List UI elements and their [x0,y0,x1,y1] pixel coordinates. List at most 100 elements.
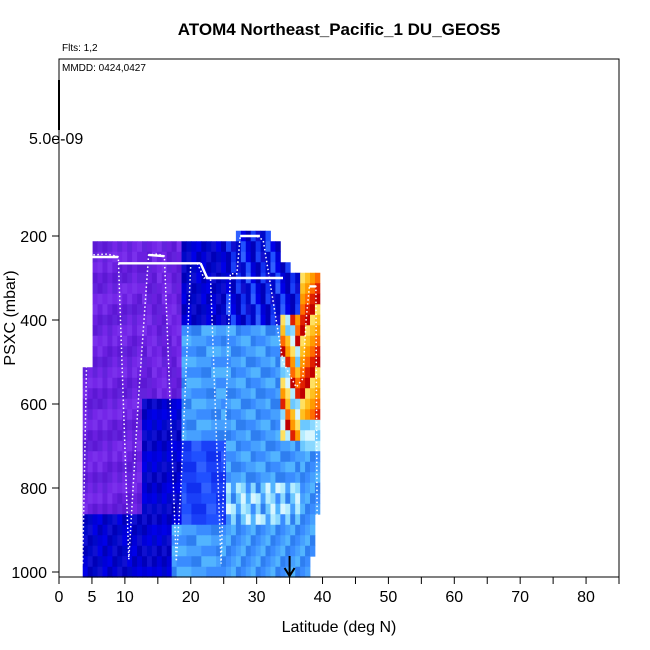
heatmap-cell [92,451,98,463]
heatmap-cell [181,545,187,557]
heatmap-cell [127,262,133,274]
heatmap-cell [201,451,207,463]
heatmap-cell [161,535,168,547]
heatmap-cell [196,325,202,337]
heatmap-cell [275,545,281,557]
heatmap-cell [226,346,232,358]
heatmap-cell [255,419,261,431]
heatmap-cell [142,472,148,484]
heatmap-cell [191,440,197,452]
heatmap-cell [290,451,296,463]
heatmap-cell [300,377,306,389]
heatmap-cell [82,388,89,400]
heatmap-cell [97,325,103,337]
heatmap-cell [206,251,212,263]
heatmap-cell [87,451,93,463]
heatmap-cell [92,535,98,547]
heatmap-cell [176,293,182,305]
heatmap-cell [255,283,261,295]
heatmap-cell [310,535,316,547]
heatmap-cell [146,535,153,547]
heatmap-cell [142,356,148,368]
heatmap-cell [260,514,266,526]
heatmap-cell [290,377,296,389]
heatmap-cell [137,451,143,463]
x-tick-label: 70 [511,589,529,606]
arrow-head [283,567,296,578]
colorbar-max-label: 5.0e-09 [29,131,83,148]
heatmap-cell [176,493,182,505]
heatmap-cell [97,262,103,274]
heatmap-cell [235,398,242,410]
x-tick-label: 80 [577,589,595,606]
heatmap-cell [245,566,252,578]
heatmap-cell [122,241,128,253]
heatmap-cell [295,524,301,536]
heatmap-cell [191,524,197,536]
heatmap-cell [216,377,222,389]
heatmap-cell [255,566,261,578]
heatmap-cell [117,514,123,526]
heatmap-cell [300,556,306,568]
heatmap-cell [102,514,108,526]
heatmap-cell [137,388,143,400]
heatmap-cell [166,304,173,316]
heatmap-cell [97,398,103,410]
heatmap-cell [300,293,306,305]
heatmap-cell [171,293,177,305]
heatmap-cell [275,377,281,389]
heatmap-cell [92,325,98,337]
heatmap-cell [122,272,128,284]
heatmap-cell [240,314,247,326]
heatmap-cell [137,251,143,263]
heatmap-cell [300,430,306,442]
heatmap-cell [280,304,286,316]
heatmap-cell [161,356,168,368]
heatmap-cell [300,514,306,526]
heatmap-cell [176,377,182,389]
heatmap-cell [102,535,108,547]
heatmap-cell [171,314,177,326]
heatmap-cell [97,556,103,568]
heatmap-cell [290,535,296,547]
heatmap-cell [221,293,227,305]
heatmap-cell [275,398,281,410]
heatmap-cell [82,419,89,431]
heatmap-cell [260,409,266,421]
heatmap-cell [245,440,252,452]
heatmap-cell [275,419,281,431]
heatmap-cell [295,566,301,578]
heatmap-cell [280,377,286,389]
heatmap-cell [310,398,316,410]
heatmap-cell [97,304,103,316]
heatmap-cell [176,545,182,557]
heatmap-cell [132,314,138,326]
heatmap-cell [107,293,113,305]
heatmap-cell [112,335,118,347]
heatmap-cell [87,524,93,536]
heatmap-cell [230,388,237,400]
heatmap-cell [255,241,261,253]
heatmap-cell [245,346,252,358]
heatmap-cell [305,388,311,400]
heatmap-cell [181,314,187,326]
heatmap-cell [112,409,118,421]
heatmap-cell [97,493,103,505]
heatmap-cell [92,482,98,494]
heatmap-cell [186,461,192,473]
heatmap-cell [245,304,252,316]
heatmap-cell [250,377,257,389]
heatmap-cell [216,419,222,431]
heatmap-cell [230,419,237,431]
heatmap-cell [97,514,103,526]
heatmap-cell [285,367,291,379]
heatmap-cell [226,241,232,253]
heatmap-cell [280,335,286,347]
heatmap-cell [275,524,281,536]
heatmap-cell [171,482,177,494]
heatmap-cell [290,272,296,284]
heatmap-cell [107,409,113,421]
heatmap-cell [196,503,202,515]
heatmap-cell [201,545,207,557]
heatmap-cell [166,566,173,578]
